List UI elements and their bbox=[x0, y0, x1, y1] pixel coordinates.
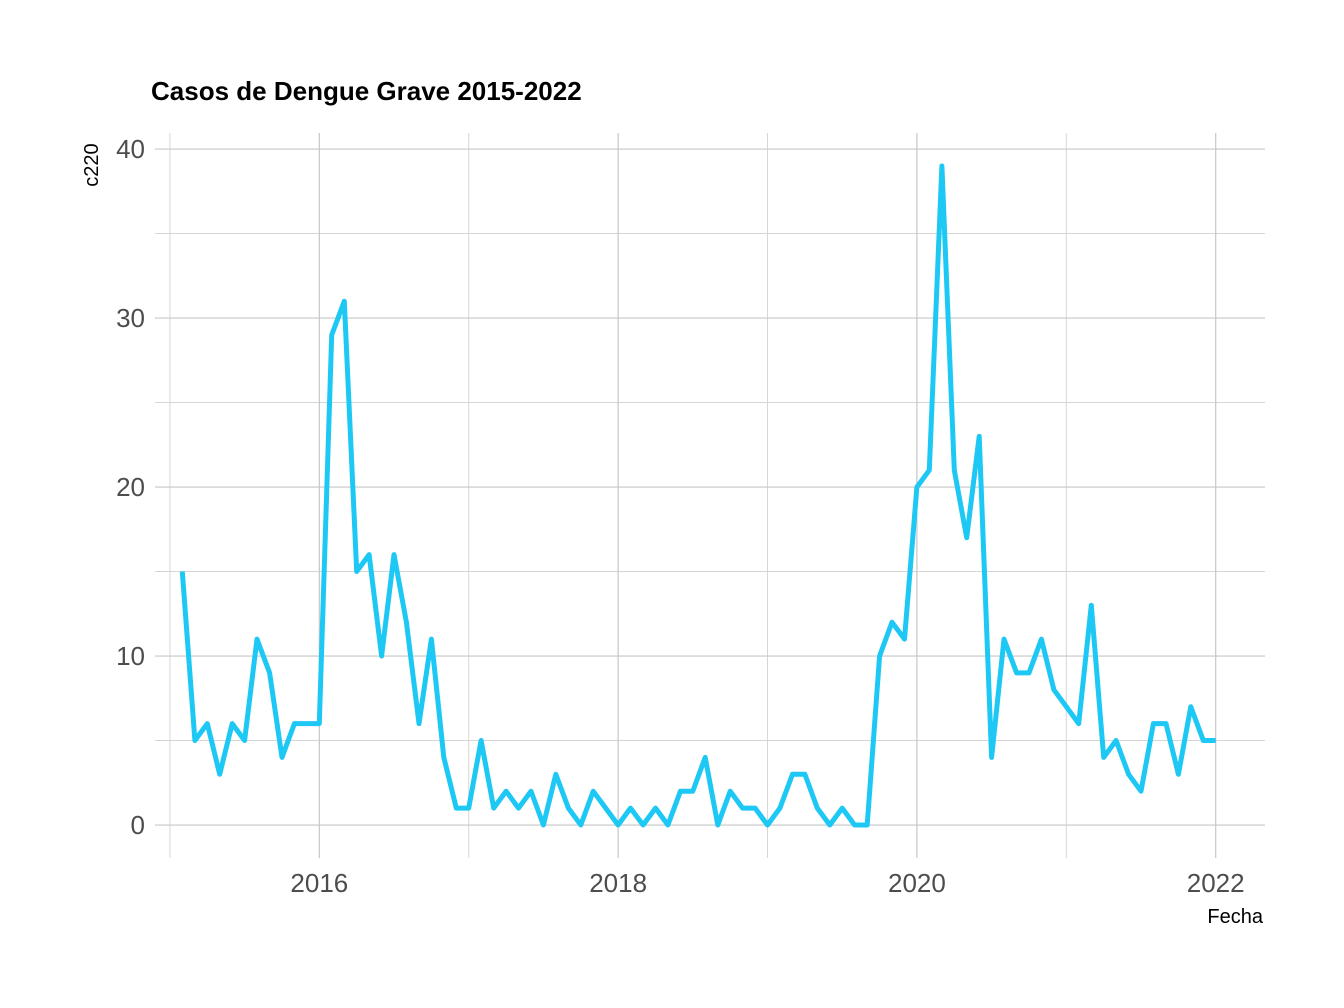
x-axis-label: Fecha bbox=[1207, 906, 1263, 928]
major-gridlines bbox=[155, 133, 1265, 858]
x-tick-labels: 2016 2018 2020 2022 bbox=[290, 868, 1244, 898]
y-tick-label: 30 bbox=[116, 303, 145, 333]
x-tick-label: 2016 bbox=[290, 868, 348, 898]
x-tick-label: 2020 bbox=[888, 868, 946, 898]
y-tick-label: 20 bbox=[116, 472, 145, 502]
series-line bbox=[179, 163, 1216, 828]
y-tick-label: 10 bbox=[116, 641, 145, 671]
y-tick-label: 40 bbox=[116, 134, 145, 164]
y-tick-label: 0 bbox=[131, 810, 145, 840]
series-layer bbox=[179, 163, 1216, 828]
x-tick-label: 2022 bbox=[1187, 868, 1245, 898]
minor-gridlines bbox=[155, 133, 1265, 858]
chart-title: Casos de Dengue Grave 2015-2022 bbox=[151, 76, 582, 106]
x-tick-label: 2018 bbox=[589, 868, 647, 898]
y-tick-labels: 0 10 20 30 40 bbox=[116, 134, 145, 840]
y-axis-label: c220 bbox=[81, 143, 103, 186]
